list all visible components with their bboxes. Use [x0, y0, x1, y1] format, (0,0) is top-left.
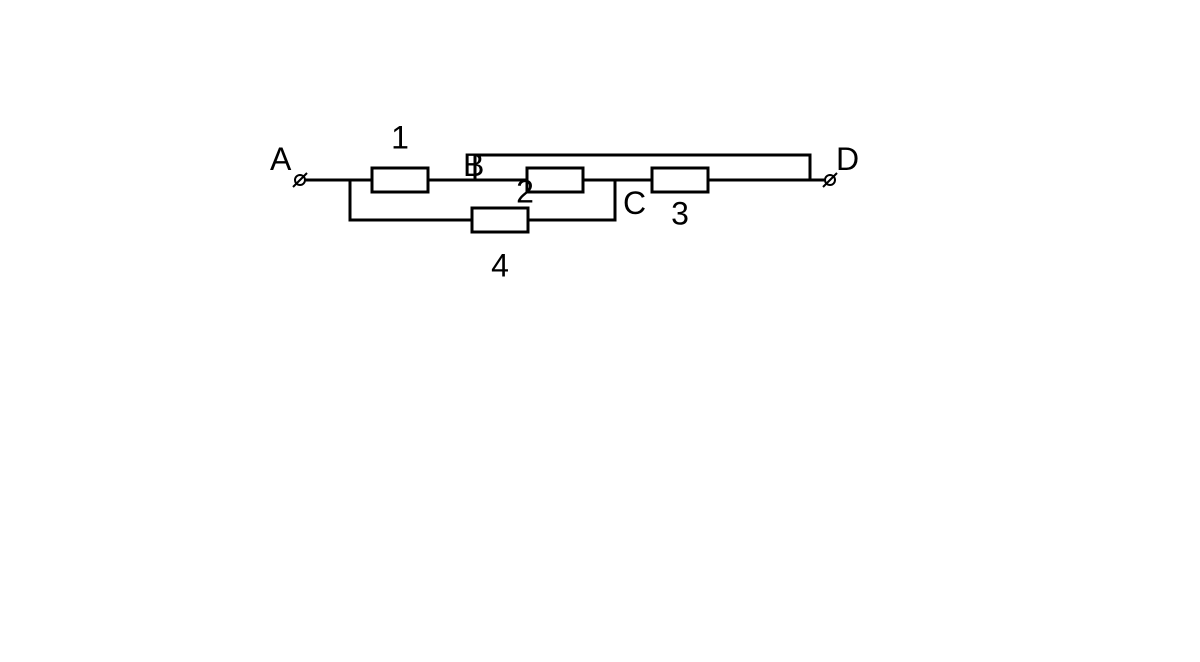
terminal-D [823, 173, 837, 187]
resistor-r4 [472, 208, 528, 232]
resistor-label-r2: 2 [516, 173, 534, 209]
circuit-diagram: 1 2 3 4 A B C D [0, 0, 1200, 662]
node-label-A: A [270, 141, 292, 177]
resistor-label-r3: 3 [671, 195, 689, 231]
resistor-r3 [652, 168, 708, 192]
resistor-r1 [372, 168, 428, 192]
node-label-D: D [836, 141, 859, 177]
node-label-C: C [623, 185, 646, 221]
resistor-label-r4: 4 [491, 247, 509, 283]
node-label-B: B [463, 147, 484, 183]
resistor-label-r1: 1 [391, 119, 409, 155]
terminal-A [293, 173, 307, 187]
resistor-r2 [527, 168, 583, 192]
